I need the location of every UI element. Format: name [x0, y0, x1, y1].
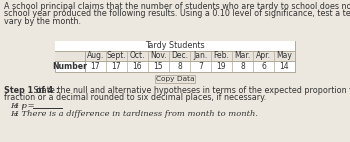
Text: a: a	[14, 112, 17, 117]
Text: 6: 6	[261, 62, 266, 71]
Text: 0: 0	[14, 104, 18, 109]
Text: : There is a difference in tardiness from month to month.: : There is a difference in tardiness fro…	[16, 110, 258, 118]
Text: H: H	[10, 102, 17, 110]
Text: Tardy Students: Tardy Students	[145, 41, 205, 51]
Text: 15: 15	[154, 62, 163, 71]
Text: 14: 14	[280, 62, 289, 71]
Text: Apr.: Apr.	[256, 52, 271, 60]
Text: vary by the month.: vary by the month.	[4, 17, 81, 26]
Text: H: H	[10, 110, 17, 118]
Text: May: May	[276, 52, 293, 60]
Text: : p: : p	[16, 102, 27, 110]
Text: Step 1 of 4 :: Step 1 of 4 :	[4, 86, 59, 95]
Text: 7: 7	[198, 62, 203, 71]
Text: Jan.: Jan.	[193, 52, 208, 60]
Text: Aug.: Aug.	[87, 52, 104, 60]
Text: Sept.: Sept.	[107, 52, 126, 60]
Bar	[55, 51, 295, 61]
Bar	[55, 41, 295, 51]
Text: =: =	[25, 102, 35, 110]
Text: 8: 8	[240, 62, 245, 71]
Text: school year produced the following results. Using a 0.10 level of significance, : school year produced the following resul…	[4, 10, 350, 18]
Text: 17: 17	[91, 62, 100, 71]
Text: Nov.: Nov.	[150, 52, 167, 60]
Text: 16: 16	[133, 62, 142, 71]
Text: fraction or a decimal rounded to six decimal places, if necessary.: fraction or a decimal rounded to six dec…	[4, 93, 266, 103]
Text: Oct.: Oct.	[130, 52, 145, 60]
Bar	[55, 41, 295, 72]
Text: Number: Number	[52, 62, 88, 71]
Text: 19: 19	[217, 62, 226, 71]
Text: Mar.: Mar.	[234, 52, 251, 60]
Text: 8: 8	[177, 62, 182, 71]
Text: Dec.: Dec.	[171, 52, 188, 60]
Text: 17: 17	[112, 62, 121, 71]
Text: Copy Data: Copy Data	[156, 76, 194, 82]
Bar	[155, 75, 195, 83]
Text: A school principal claims that the number of students who are tardy to school do: A school principal claims that the numbe…	[4, 2, 350, 11]
Text: State the null and alternative hypotheses in terms of the expected proportion fo: State the null and alternative hypothese…	[31, 86, 350, 95]
Text: i: i	[22, 104, 24, 109]
Text: Feb.: Feb.	[214, 52, 230, 60]
